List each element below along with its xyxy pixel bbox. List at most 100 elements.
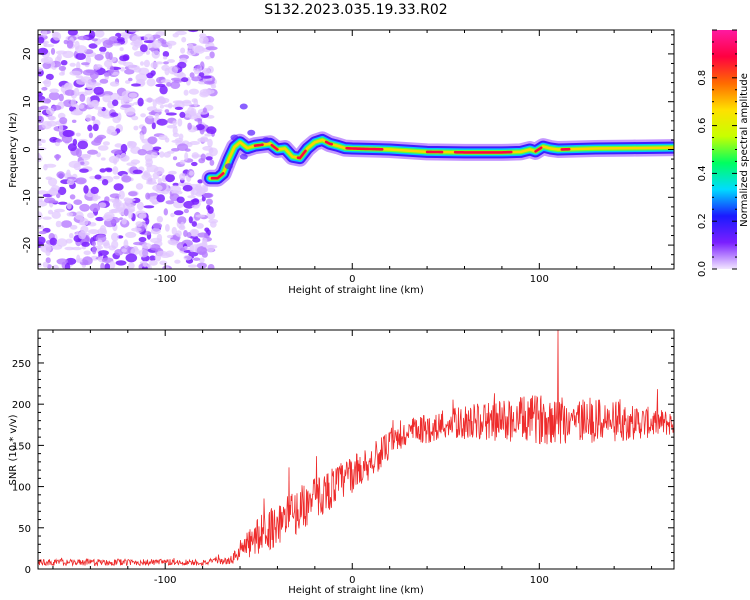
noise-speck	[48, 187, 58, 196]
noise-speck	[43, 56, 53, 64]
tick-label: 0.4	[697, 165, 708, 181]
noise-speck	[93, 86, 104, 95]
noise-speck	[207, 264, 215, 269]
noise-speck	[128, 141, 137, 148]
noise-speck	[168, 170, 177, 175]
noise-speck	[147, 136, 158, 145]
snr-x-label: Height of straight line (km)	[288, 585, 424, 596]
noise-speck	[78, 231, 87, 240]
noise-speck	[112, 43, 122, 47]
noise-speck	[68, 160, 81, 168]
noise-speck	[101, 257, 114, 264]
tick-label: 100	[530, 274, 549, 285]
noise-speck	[163, 61, 169, 65]
noise-speck	[173, 79, 183, 83]
noise-speck	[191, 154, 203, 158]
noise-speck	[126, 162, 138, 167]
ridge-core-5	[345, 146, 384, 151]
noise-speck	[120, 98, 126, 106]
spectrogram-noise	[38, 30, 219, 269]
noise-speck	[200, 136, 209, 142]
noise-speck	[114, 143, 123, 148]
noise-speck	[197, 179, 203, 184]
noise-speck	[112, 99, 119, 107]
colorbar: 0.0 0.2 0.4 0.6 0.8 Normalized spectral ampl…	[697, 29, 750, 277]
noise-speck	[96, 239, 103, 247]
noise-speck	[119, 55, 129, 62]
noise-speck	[79, 203, 90, 212]
noise-speck	[41, 98, 52, 104]
noise-speck	[91, 38, 98, 42]
ridge-core-4	[324, 140, 334, 146]
tick-label: 0.8	[697, 70, 708, 86]
noise-speck	[166, 124, 178, 129]
noise-speck	[79, 93, 86, 102]
noise-speck	[174, 106, 183, 110]
noise-speck	[202, 67, 211, 76]
noise-speck	[120, 143, 128, 153]
noise-speck	[175, 230, 182, 237]
noise-speck	[76, 254, 81, 263]
noise-speck	[38, 230, 47, 235]
noise-speck	[191, 98, 198, 103]
tick-label: 10	[22, 95, 33, 108]
noise-speck	[123, 197, 131, 203]
noise-speck	[45, 73, 54, 81]
noise-speck	[57, 201, 68, 205]
noise-speck	[92, 197, 98, 202]
noise-speck	[171, 148, 180, 152]
noise-speck	[74, 211, 84, 220]
noise-speck	[42, 261, 49, 268]
noise-speck	[87, 124, 93, 132]
noise-speck	[169, 185, 182, 193]
noise-speck	[152, 146, 162, 150]
noise-speck	[120, 104, 132, 108]
noise-speck	[200, 75, 212, 79]
noise-speck	[154, 254, 162, 262]
noise-speck	[181, 101, 192, 107]
noise-speck	[141, 125, 147, 135]
noise-speck	[143, 205, 155, 209]
noise-speck	[184, 152, 189, 161]
snr-panel: -100 0 100 0 50 100 150 200 250 Height of straig…	[8, 329, 675, 596]
noise-speck	[99, 46, 107, 53]
noise-speck	[96, 152, 101, 158]
noise-speck	[59, 117, 68, 125]
noise-speck	[110, 92, 120, 102]
noise-speck	[177, 61, 187, 69]
noise-speck	[66, 169, 71, 177]
noise-speck	[193, 257, 201, 261]
ridge-blob	[239, 103, 248, 110]
noise-speck	[180, 221, 185, 230]
noise-speck	[82, 256, 93, 266]
noise-speck	[66, 212, 74, 217]
noise-speck	[91, 139, 102, 146]
tick-label: 0	[22, 146, 33, 152]
noise-speck	[101, 179, 109, 186]
noise-speck	[191, 76, 201, 82]
noise-speck	[55, 154, 60, 161]
noise-speck	[66, 202, 72, 210]
noise-speck	[207, 138, 213, 148]
tick-label: -20	[22, 237, 33, 253]
noise-speck	[51, 211, 61, 219]
noise-speck	[64, 89, 76, 96]
noise-speck	[109, 81, 120, 87]
noise-speck	[188, 30, 199, 33]
noise-speck	[56, 258, 68, 265]
noise-speck	[140, 44, 148, 53]
noise-speck	[127, 262, 135, 269]
noise-speck	[38, 106, 44, 111]
noise-speck	[177, 216, 187, 225]
noise-speck	[188, 252, 199, 257]
noise-speck	[152, 184, 163, 192]
noise-speck	[198, 36, 209, 44]
noise-speck	[128, 92, 138, 98]
noise-speck	[210, 84, 217, 89]
noise-speck	[99, 78, 109, 84]
noise-speck	[165, 224, 170, 232]
figure-title: S132.2023.035.19.33.R02	[264, 2, 447, 18]
noise-speck	[87, 149, 98, 155]
tick-label: -100	[154, 274, 177, 285]
noise-speck	[150, 227, 161, 235]
